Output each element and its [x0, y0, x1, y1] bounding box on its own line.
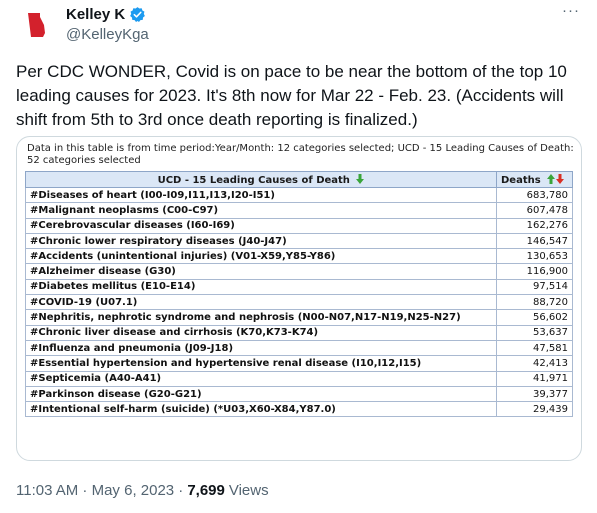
table-row: #Intentional self-harm (suicide) (*U03,X… — [25, 401, 573, 418]
deaths-cell: 88,720 — [496, 294, 573, 311]
table-row: #Influenza and pneumonia (J09-J18) 47,581 — [25, 339, 573, 357]
table-row: #Cerebrovascular diseases (I60-I69) 162,2… — [25, 217, 573, 234]
user-handle[interactable]: @KelleyKga — [66, 26, 149, 43]
table-note: Data in this table is from time period:Y… — [27, 143, 574, 166]
more-options-icon[interactable]: ··· — [562, 2, 580, 19]
sort-down-icon[interactable] — [356, 173, 365, 184]
cause-cell: #Parkinson disease (G20-G21) — [25, 385, 497, 403]
causes-of-death-table: UCD - 15 Leading Causes of Death Deaths — [25, 171, 573, 418]
cause-cell: #Chronic liver disease and cirrhosis (K7… — [25, 324, 497, 341]
cause-cell: #Cerebrovascular diseases (I60-I69) — [25, 217, 497, 234]
header-cause-label: UCD - 15 Leading Causes of Death — [157, 174, 350, 186]
table-row: #Alzheimer disease (G30) 116,900 — [25, 263, 573, 280]
header-deaths[interactable]: Deaths — [496, 171, 573, 188]
header-deaths-label: Deaths — [501, 174, 541, 186]
deaths-cell: 162,276 — [496, 217, 573, 234]
sort-down-active-icon[interactable] — [556, 173, 565, 184]
table-row: #Parkinson disease (G20-G21) 39,377 — [25, 385, 573, 403]
table-row: #Septicemia (A40-A41) 41,971 — [25, 370, 573, 387]
deaths-cell: 53,637 — [496, 324, 573, 341]
avatar[interactable] — [16, 5, 56, 45]
table-row: #Nephritis, nephrotic syndrome and nephr… — [25, 309, 573, 326]
sort-up-icon[interactable] — [547, 173, 556, 184]
cdc-wonder-table-panel: Data in this table is from time period:Y… — [25, 143, 575, 418]
tweet-text: Per CDC WONDER, Covid is on pace to be n… — [16, 62, 567, 129]
deaths-cell: 29,439 — [496, 401, 573, 418]
deaths-cell: 146,547 — [496, 232, 573, 250]
cause-cell: #Diabetes mellitus (E10-E14) — [25, 278, 497, 296]
table-row: #COVID-19 (U07.1) 88,720 — [25, 294, 573, 311]
table-header-row: UCD - 15 Leading Causes of Death Deaths — [25, 171, 573, 188]
table-row: #Chronic liver disease and cirrhosis (K7… — [25, 324, 573, 341]
cause-cell: #Alzheimer disease (G30) — [25, 263, 497, 280]
cause-cell: #Septicemia (A40-A41) — [25, 370, 497, 387]
table-row: #Diabetes mellitus (E10-E14) 97,514 — [25, 278, 573, 296]
cause-cell: #Chronic lower respiratory diseases (J40… — [25, 232, 497, 250]
cause-cell: #Influenza and pneumonia (J09-J18) — [25, 339, 497, 357]
cause-cell: #Nephritis, nephrotic syndrome and nephr… — [25, 309, 497, 326]
cause-cell: #Diseases of heart (I00-I09,I11,I13,I20-… — [25, 186, 497, 204]
deaths-cell: 97,514 — [496, 278, 573, 296]
cause-cell: #Accidents (unintentional injuries) (V01… — [25, 248, 497, 265]
deaths-cell: 130,653 — [496, 248, 573, 265]
deaths-cell: 41,971 — [496, 370, 573, 387]
deaths-cell: 607,478 — [496, 202, 573, 219]
views-label: Views — [228, 482, 269, 499]
tweet-image[interactable]: Data in this table is from time period:Y… — [16, 136, 582, 461]
deaths-cell: 56,602 — [496, 309, 573, 326]
header-cause[interactable]: UCD - 15 Leading Causes of Death — [25, 171, 497, 188]
table-row: #Essential hypertension and hypertensive… — [25, 355, 573, 372]
verified-badge-icon — [129, 6, 146, 23]
table-row: #Malignant neoplasms (C00-C97) 607,478 — [25, 202, 573, 219]
table-row: #Accidents (unintentional injuries) (V01… — [25, 248, 573, 265]
table-row: #Diseases of heart (I00-I09,I11,I13,I20-… — [25, 186, 573, 204]
deaths-cell: 42,413 — [496, 355, 573, 372]
deaths-cell: 116,900 — [496, 263, 573, 280]
georgia-state-icon — [16, 5, 56, 45]
display-name[interactable]: Kelley K — [66, 6, 126, 23]
deaths-cell: 47,581 — [496, 339, 573, 357]
table-row: #Chronic lower respiratory diseases (J40… — [25, 232, 573, 250]
cause-cell: #Essential hypertension and hypertensive… — [25, 355, 497, 372]
cause-cell: #COVID-19 (U07.1) — [25, 294, 497, 311]
timestamp[interactable]: 11:03 AM · May 6, 2023 · — [16, 482, 184, 499]
deaths-cell: 39,377 — [496, 385, 573, 403]
tweet-meta: 11:03 AM · May 6, 2023 · 7,699 Views — [16, 482, 269, 499]
cause-cell: #Intentional self-harm (suicide) (*U03,X… — [25, 401, 497, 418]
cause-cell: #Malignant neoplasms (C00-C97) — [25, 202, 497, 219]
deaths-cell: 683,780 — [496, 186, 573, 204]
views-count: 7,699 — [187, 482, 225, 499]
